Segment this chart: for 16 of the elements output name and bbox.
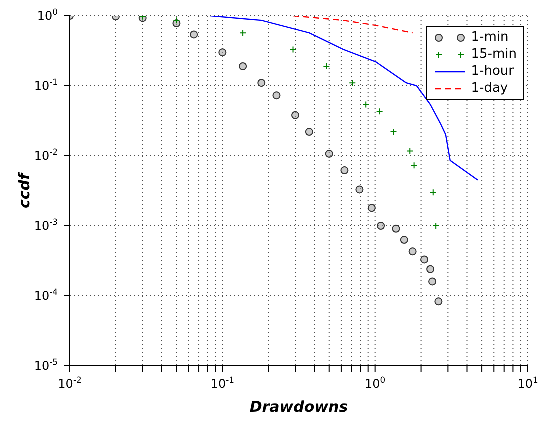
legend-label: 1-hour xyxy=(471,64,514,79)
legend-label: 1-day xyxy=(471,81,508,96)
y-tick-label: 10$^{-2}$ xyxy=(34,147,58,163)
legend-label: 15-min xyxy=(471,47,517,62)
x-tick-label: 10$^{0}$ xyxy=(365,375,386,391)
x-axis-title: Drawdowns xyxy=(250,398,348,416)
y-tick-label: 10$^{-1}$ xyxy=(34,77,58,93)
y-tick-label: 10$^{-3}$ xyxy=(34,217,58,233)
x-tick-label: 10$^{1}$ xyxy=(518,375,538,391)
y-tick-label: 10$^{-4}$ xyxy=(34,287,58,303)
legend-label: 1-min xyxy=(471,30,509,45)
y-tick-label: 10$^{-5}$ xyxy=(34,357,58,373)
y-axis-title: ccdf xyxy=(15,171,34,209)
x-tick-label: 10$^{-2}$ xyxy=(58,375,82,391)
x-tick-label: 10$^{-1}$ xyxy=(210,375,234,391)
y-tick-label: 10$^{0}$ xyxy=(37,7,58,23)
